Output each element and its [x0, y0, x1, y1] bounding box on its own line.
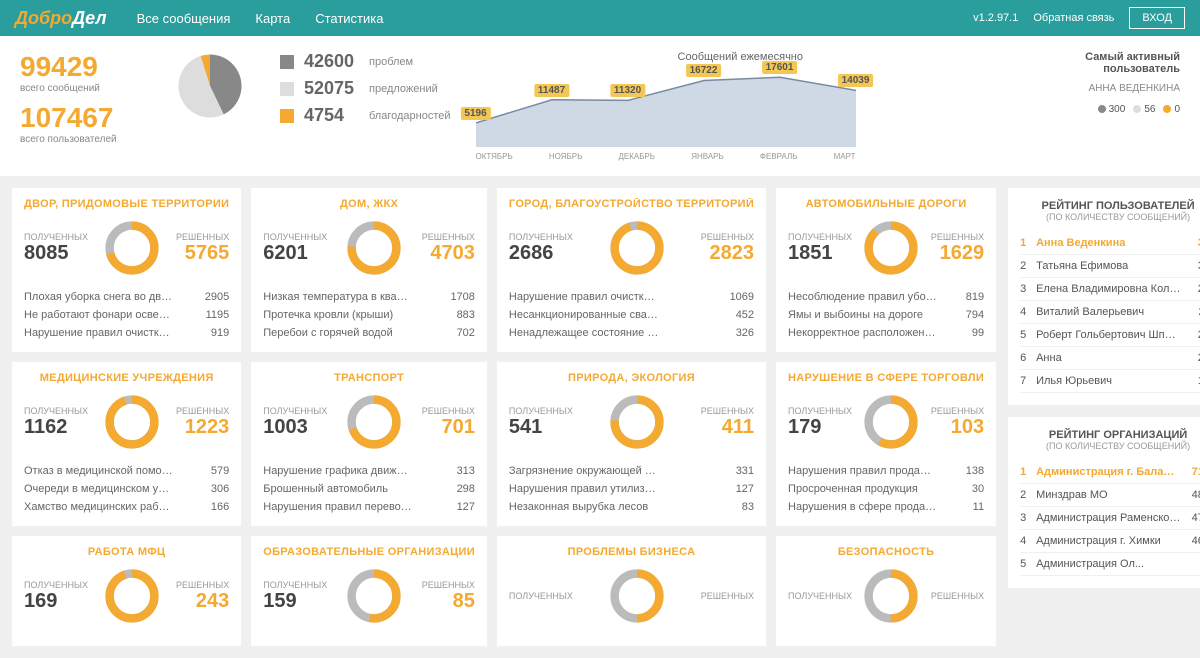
category-card[interactable]: ПРИРОДА, ЭКОЛОГИЯ ПОЛУЧЕННЫХ541 РЕШЕННЫХ…	[497, 362, 766, 526]
category-card[interactable]: НАРУШЕНИЕ В СФЕРЕ ТОРГОВЛИ ПОЛУЧЕННЫХ179…	[776, 362, 996, 526]
category-card[interactable]: ПРОБЛЕМЫ БИЗНЕСА ПОЛУЧЕННЫХ РЕШЕННЫХ	[497, 536, 766, 646]
rank-row[interactable]: 1Анна Веденкина356	[1020, 232, 1200, 255]
cards-grid: ДВОР, ПРИДОМОВЫЕ ТЕРРИТОРИИ ПОЛУЧЕННЫХ80…	[12, 188, 996, 646]
card-title: ТРАНСПОРТ	[263, 372, 475, 384]
card-title: ДОМ, ЖКХ	[263, 198, 475, 210]
most-active: Самый активный пользователь АННА ВЕДЕНКИ…	[1030, 51, 1180, 115]
org-ranking: РЕЙТИНГ ОРГАНИЗАЦИЙ (ПО КОЛИЧЕСТВУ СООБЩ…	[1008, 417, 1200, 588]
rank-row[interactable]: 4Администрация г. Химки4636	[1020, 530, 1200, 553]
rank-row[interactable]: 6Анна206	[1020, 347, 1200, 370]
category-card[interactable]: БЕЗОПАСНОСТЬ ПОЛУЧЕННЫХ РЕШЕННЫХ	[776, 536, 996, 646]
pie-legend: 42600проблем52075предложений4754благодар…	[280, 51, 451, 126]
nav-stats[interactable]: Статистика	[315, 11, 383, 26]
monthly-chart: Сообщений ежемесячно 5196114871132016722…	[476, 51, 1005, 161]
card-title: ДВОР, ПРИДОМОВЫЕ ТЕРРИТОРИИ	[24, 198, 229, 210]
card-title: ПРОБЛЕМЫ БИЗНЕСА	[509, 546, 754, 558]
card-title: БЕЗОПАСНОСТЬ	[788, 546, 984, 558]
total-users: 107467	[20, 102, 150, 134]
sidebar: РЕЙТИНГ ПОЛЬЗОВАТЕЛЕЙ (ПО КОЛИЧЕСТВУ СОО…	[1008, 188, 1200, 646]
total-messages: 99429	[20, 51, 150, 83]
rank-row[interactable]: 2Татьяна Ефимова327	[1020, 255, 1200, 278]
category-card[interactable]: МЕДИЦИНСКИЕ УЧРЕЖДЕНИЯ ПОЛУЧЕННЫХ1162 РЕ…	[12, 362, 241, 526]
category-card[interactable]: ТРАНСПОРТ ПОЛУЧЕННЫХ1003 РЕШЕННЫХ701 Нар…	[251, 362, 487, 526]
category-card[interactable]: ДОМ, ЖКХ ПОЛУЧЕННЫХ6201 РЕШЕННЫХ4703 Низ…	[251, 188, 487, 352]
rank-row[interactable]: 2Минздрав МО4859	[1020, 484, 1200, 507]
login-button[interactable]: ВХОД	[1129, 7, 1185, 29]
rank-row[interactable]: 3Елена Владимировна Коломенская227	[1020, 278, 1200, 301]
user-ranking: РЕЙТИНГ ПОЛЬЗОВАТЕЛЕЙ (ПО КОЛИЧЕСТВУ СОО…	[1008, 188, 1200, 405]
card-title: НАРУШЕНИЕ В СФЕРЕ ТОРГОВЛИ	[788, 372, 984, 384]
feedback-link[interactable]: Обратная связь	[1033, 12, 1114, 24]
logo[interactable]: ДоброДел	[15, 8, 107, 29]
card-title: РАБОТА МФЦ	[24, 546, 229, 558]
category-card[interactable]: РАБОТА МФЦ ПОЛУЧЕННЫХ169 РЕШЕННЫХ243	[12, 536, 241, 646]
rank-row[interactable]: 7Илья Юрьевич175	[1020, 370, 1200, 393]
header: ДоброДел Все сообщения Карта Статистика …	[0, 0, 1200, 36]
card-title: ГОРОД, БЛАГОУСТРОЙСТВО ТЕРРИТОРИЙ	[509, 198, 754, 210]
category-card[interactable]: ГОРОД, БЛАГОУСТРОЙСТВО ТЕРРИТОРИЙ ПОЛУЧЕ…	[497, 188, 766, 352]
nav: Все сообщения Карта Статистика	[137, 11, 384, 26]
card-title: ПРИРОДА, ЭКОЛОГИЯ	[509, 372, 754, 384]
rank-row[interactable]: 5Администрация Ол...	[1020, 553, 1200, 576]
top-stats: 99429 всего сообщений 107467 всего польз…	[0, 36, 1200, 176]
totals: 99429 всего сообщений 107467 всего польз…	[20, 51, 150, 153]
nav-map[interactable]: Карта	[255, 11, 290, 26]
category-card[interactable]: АВТОМОБИЛЬНЫЕ ДОРОГИ ПОЛУЧЕННЫХ1851 РЕШЕ…	[776, 188, 996, 352]
nav-messages[interactable]: Все сообщения	[137, 11, 231, 26]
rank-row[interactable]: 1Администрация г. Балашиха7186	[1020, 461, 1200, 484]
card-title: АВТОМОБИЛЬНЫЕ ДОРОГИ	[788, 198, 984, 210]
rank-row[interactable]: 5Роберт Гольбертович Шпицрутен208	[1020, 324, 1200, 347]
version: v1.2.97.1	[973, 12, 1018, 24]
card-title: МЕДИЦИНСКИЕ УЧРЕЖДЕНИЯ	[24, 372, 229, 384]
category-card[interactable]: ДВОР, ПРИДОМОВЫЕ ТЕРРИТОРИИ ПОЛУЧЕННЫХ80…	[12, 188, 241, 352]
card-title: ОБРАЗОВАТЕЛЬНЫЕ ОРГАНИЗАЦИИ	[263, 546, 475, 558]
pie-chart	[175, 51, 255, 124]
rank-row[interactable]: 4Виталий Валерьевич211	[1020, 301, 1200, 324]
rank-row[interactable]: 3Администрация Раменского района4755	[1020, 507, 1200, 530]
header-right: v1.2.97.1 Обратная связь ВХОД	[973, 7, 1185, 29]
category-card[interactable]: ОБРАЗОВАТЕЛЬНЫЕ ОРГАНИЗАЦИИ ПОЛУЧЕННЫХ15…	[251, 536, 487, 646]
